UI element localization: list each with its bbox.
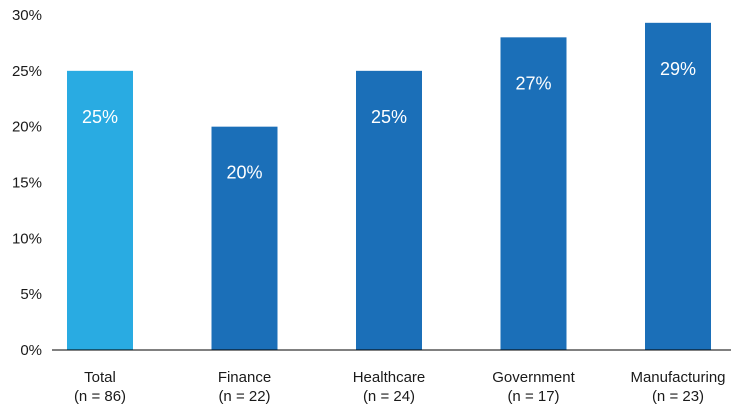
y-tick-label: 20%: [12, 119, 42, 136]
x-axis: Total (n = 86) Finance (n = 22) Healthcare (n…: [74, 369, 726, 404]
x-tick-sample-size: (n = 24): [363, 388, 415, 404]
x-tick-sample-size: (n = 23): [652, 388, 704, 404]
y-tick-label: 15%: [12, 175, 42, 192]
x-tick-sample-size: (n = 86): [74, 388, 126, 404]
bar-total: [67, 70, 133, 350]
y-tick-label: 0%: [20, 342, 42, 359]
bar-manufacturing: [645, 22, 711, 351]
y-tick-label: 25%: [12, 63, 42, 80]
x-tick-sample-size: (n = 22): [218, 388, 270, 404]
x-tick-sample-size: (n = 17): [507, 388, 559, 404]
y-tick-label: 10%: [12, 230, 42, 247]
x-tick-label: Healthcare: [353, 369, 426, 386]
data-label: 25%: [371, 107, 407, 127]
x-tick-label: Finance: [218, 369, 271, 386]
x-tick-label: Government: [492, 369, 575, 386]
data-label: 25%: [82, 107, 118, 127]
data-label: 20%: [226, 163, 262, 183]
data-label: 29%: [660, 59, 696, 79]
y-axis: 0% 5% 10% 15% 20% 25% 30%: [12, 7, 42, 359]
y-tick-label: 30%: [12, 7, 42, 24]
y-tick-label: 5%: [20, 286, 42, 303]
bar-healthcare: [356, 70, 422, 350]
x-tick-label: Manufacturing: [630, 369, 725, 386]
bar-government: [500, 37, 567, 350]
data-label: 27%: [515, 73, 551, 93]
bar-finance: [211, 126, 278, 351]
data-labels: 25% 20% 25% 27% 29%: [82, 59, 696, 183]
x-tick-label: Total: [84, 369, 116, 386]
bars: [67, 22, 711, 351]
